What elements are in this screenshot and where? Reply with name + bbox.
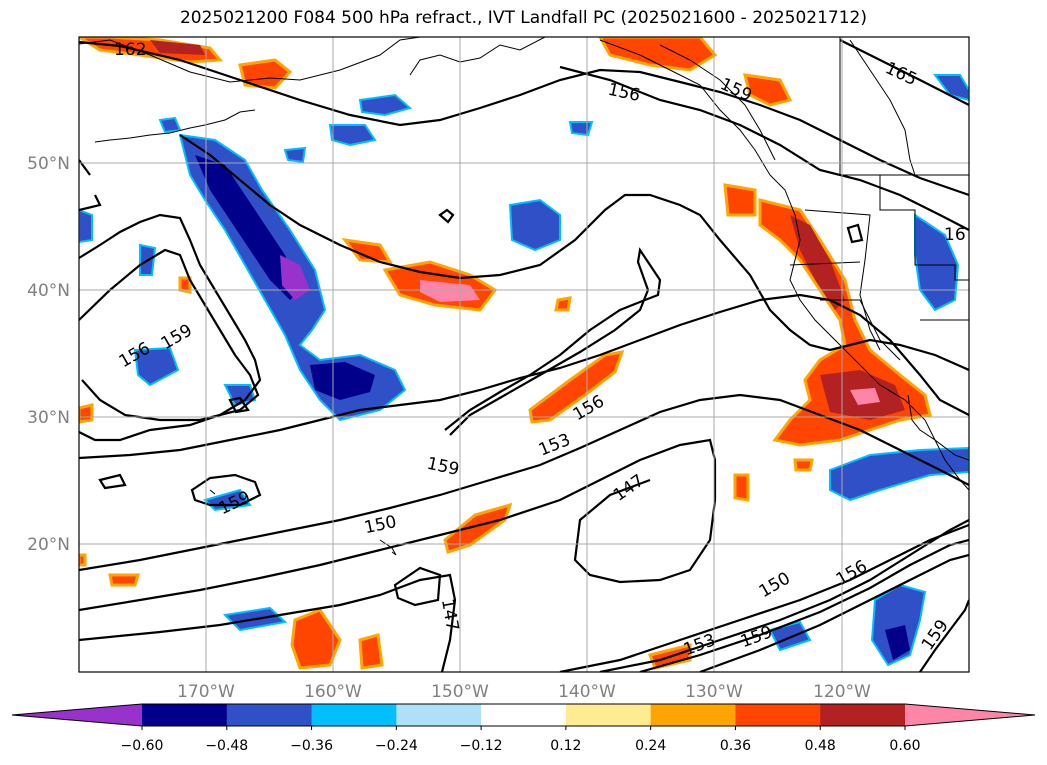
lat-label: 40°N	[27, 281, 70, 301]
colorbar-tick-label: −0.48	[205, 738, 248, 754]
positive-anomaly-shading	[79, 37, 932, 670]
colorbar-tick-label: −0.36	[290, 738, 333, 754]
contour-label: 153	[681, 630, 718, 660]
contour-label: 159	[738, 622, 775, 652]
colorbar-swatch	[226, 704, 313, 726]
lon-label: 120°W	[813, 682, 871, 702]
contour-label: 159	[918, 616, 953, 654]
colorbar-tick-label: 0.60	[889, 738, 920, 754]
colorbar-swatch	[820, 704, 906, 726]
lat-label: 50°N	[27, 154, 70, 174]
colorbar-swatch	[311, 704, 397, 726]
lon-label: 130°W	[685, 682, 743, 702]
graticule	[79, 37, 969, 672]
colorbar-swatch	[905, 704, 1035, 726]
contour-label: 156	[606, 80, 642, 106]
colorbar-tick-label: 0.36	[720, 738, 751, 754]
colorbar-swatch	[396, 704, 482, 726]
negative-anomaly-shading	[79, 74, 969, 667]
contour-label: 16	[944, 225, 966, 245]
colorbar: −0.60 −0.48 −0.36 −0.24 −0.12 0.12 0.24 0.36 0.4…	[11, 703, 1036, 754]
contour-label: 153	[536, 430, 574, 461]
contour-label: 162	[114, 40, 146, 60]
latitude-labels: 50°N 40°N 30°N 20°N	[27, 154, 70, 555]
map-title: 2025021200 F084 500 hPa refract., IVT La…	[179, 8, 867, 28]
colorbar-swatch	[565, 704, 652, 726]
contour-label: 150	[756, 568, 794, 602]
contour-label: 159	[425, 454, 461, 480]
colorbar-swatch	[650, 704, 736, 726]
colorbar-tick-label: −0.60	[121, 738, 164, 754]
longitude-labels: 170°W 160°W 150°W 140°W 130°W 120°W	[177, 682, 871, 702]
colorbar-tick-label: 0.48	[805, 738, 836, 754]
contour-label: 147	[610, 471, 648, 506]
colorbar-tick-label: 0.12	[550, 738, 581, 754]
colorbar-swatch	[12, 704, 142, 726]
lon-label: 140°W	[558, 682, 616, 702]
colorbar-swatch	[735, 704, 821, 726]
contour-label: 150	[363, 512, 399, 538]
lon-label: 170°W	[177, 682, 235, 702]
contour-label: 165	[882, 58, 920, 90]
lon-label: 160°W	[304, 682, 362, 702]
colorbar-swatch	[142, 704, 228, 726]
lon-label: 150°W	[431, 682, 489, 702]
lat-label: 20°N	[27, 535, 70, 555]
colorbar-tick-label: −0.24	[375, 738, 418, 754]
lat-label: 30°N	[27, 408, 70, 428]
contour-label: 159	[216, 487, 254, 519]
contour-label: 147	[437, 597, 462, 632]
colorbar-tick-label: −0.12	[460, 738, 503, 754]
colorbar-tick-label: 0.24	[635, 738, 666, 754]
map-frame	[78, 36, 970, 673]
colorbar-swatch	[481, 704, 567, 726]
